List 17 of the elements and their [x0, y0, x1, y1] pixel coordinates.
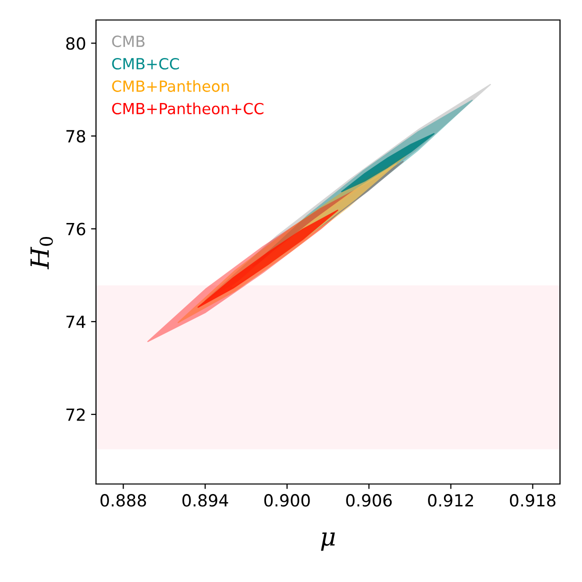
x-tick-label: 0.888: [100, 494, 146, 507]
text: CMB+Pantheon+CC: [112, 102, 264, 114]
y-tick-label: 74: [66, 316, 86, 328]
x-tick-label: 0.900: [264, 494, 310, 507]
x-tick-label: 0.894: [182, 494, 228, 507]
text: CMB+CC: [112, 58, 179, 70]
y-tick-label: 78: [66, 130, 86, 143]
x-tick-label: 0.912: [428, 494, 474, 507]
x-axis-title: μ: [320, 532, 335, 551]
x-tick-label: 0.918: [510, 494, 556, 507]
y-tick-label: 76: [66, 222, 86, 236]
text: CMB: [112, 36, 145, 48]
y-tick-label: 72: [66, 408, 85, 421]
y-tick-label: 80: [66, 37, 86, 50]
text: CMB+Pantheon: [112, 80, 229, 92]
x-tick-label: 0.906: [346, 494, 392, 507]
y-axis-title: H$_{0}$: [30, 237, 53, 270]
